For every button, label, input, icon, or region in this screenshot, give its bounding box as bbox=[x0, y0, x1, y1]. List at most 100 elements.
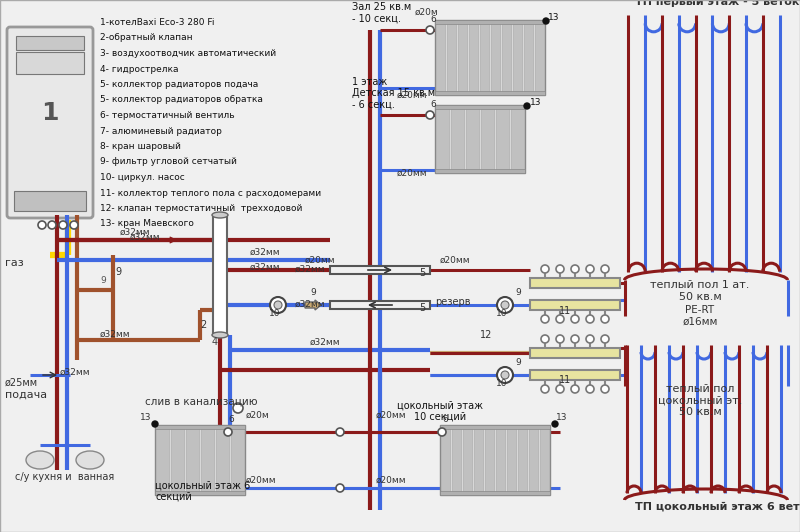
Bar bbox=[447, 23, 456, 92]
Text: 6: 6 bbox=[442, 415, 448, 424]
Text: 10- циркул. насос: 10- циркул. насос bbox=[100, 173, 185, 182]
Text: 8- кран шаровый: 8- кран шаровый bbox=[100, 142, 181, 151]
Text: 6: 6 bbox=[228, 415, 234, 424]
Text: 6- термостатичный вентиль: 6- термостатичный вентиль bbox=[100, 111, 234, 120]
FancyArrow shape bbox=[305, 300, 321, 310]
Circle shape bbox=[556, 385, 564, 393]
Text: 5: 5 bbox=[419, 268, 425, 278]
Bar bbox=[440, 425, 550, 495]
Text: ø32мм: ø32мм bbox=[250, 248, 281, 257]
Circle shape bbox=[543, 18, 549, 24]
Bar bbox=[530, 300, 620, 310]
Circle shape bbox=[586, 385, 594, 393]
Circle shape bbox=[336, 428, 344, 436]
Circle shape bbox=[38, 221, 46, 229]
Text: 1 этаж
Детская 15 кв.м
- 6 секц.: 1 этаж Детская 15 кв.м - 6 секц. bbox=[352, 77, 435, 110]
Bar bbox=[186, 428, 199, 492]
Circle shape bbox=[601, 315, 609, 323]
Text: 10: 10 bbox=[496, 309, 508, 318]
Text: подача: подача bbox=[5, 390, 47, 400]
Bar bbox=[518, 428, 527, 492]
Circle shape bbox=[556, 265, 564, 273]
Text: 9: 9 bbox=[310, 288, 316, 297]
Text: 13: 13 bbox=[548, 13, 559, 22]
Text: ø20мм: ø20мм bbox=[246, 476, 277, 485]
Bar bbox=[485, 428, 494, 492]
Circle shape bbox=[501, 371, 509, 379]
Text: цокольный этаж 6
секций: цокольный этаж 6 секций bbox=[155, 480, 250, 502]
Bar bbox=[155, 425, 245, 495]
Bar bbox=[540, 428, 549, 492]
Bar bbox=[452, 428, 461, 492]
Text: 13: 13 bbox=[556, 413, 567, 422]
Ellipse shape bbox=[26, 451, 54, 469]
Ellipse shape bbox=[76, 451, 104, 469]
Circle shape bbox=[541, 385, 549, 393]
Circle shape bbox=[556, 315, 564, 323]
Circle shape bbox=[601, 335, 609, 343]
Bar bbox=[156, 428, 169, 492]
Text: ø20мм: ø20мм bbox=[397, 91, 428, 100]
Text: 10: 10 bbox=[496, 379, 508, 388]
Bar bbox=[436, 23, 445, 92]
Circle shape bbox=[586, 265, 594, 273]
Circle shape bbox=[274, 301, 282, 309]
Text: ø32мм: ø32мм bbox=[295, 300, 326, 309]
Circle shape bbox=[336, 484, 344, 492]
Text: слив в канализацию: слив в канализацию bbox=[145, 397, 258, 407]
Text: 12- клапан термостатичный  трехходовой: 12- клапан термостатичный трехходовой bbox=[100, 204, 302, 213]
Text: ø20мм: ø20мм bbox=[440, 256, 470, 265]
Circle shape bbox=[601, 265, 609, 273]
Ellipse shape bbox=[212, 332, 228, 338]
Text: ø25мм: ø25мм bbox=[5, 378, 38, 388]
Circle shape bbox=[497, 297, 513, 313]
Text: 4: 4 bbox=[212, 337, 218, 347]
Text: 5- коллектор радиаторов подача: 5- коллектор радиаторов подача bbox=[100, 80, 258, 89]
Bar bbox=[466, 108, 479, 170]
Bar bbox=[435, 20, 545, 95]
Circle shape bbox=[224, 428, 232, 436]
Text: резерв: резерв bbox=[435, 297, 470, 307]
Bar bbox=[469, 23, 478, 92]
Text: 9- фильтр угловой сетчатый: 9- фильтр угловой сетчатый bbox=[100, 157, 237, 167]
Bar bbox=[441, 428, 450, 492]
Circle shape bbox=[501, 301, 509, 309]
Bar bbox=[435, 105, 525, 109]
Bar bbox=[435, 169, 525, 173]
Bar bbox=[435, 91, 545, 95]
Text: ø20мм: ø20мм bbox=[376, 476, 406, 485]
Text: 10: 10 bbox=[270, 309, 281, 318]
Circle shape bbox=[426, 26, 434, 34]
Bar bbox=[513, 23, 522, 92]
Bar bbox=[458, 23, 467, 92]
Bar bbox=[535, 23, 544, 92]
Circle shape bbox=[586, 335, 594, 343]
Text: 9: 9 bbox=[515, 288, 521, 297]
Text: газ: газ bbox=[5, 258, 24, 268]
Text: ø20м: ø20м bbox=[415, 8, 438, 17]
Circle shape bbox=[426, 111, 434, 119]
Bar bbox=[507, 428, 516, 492]
Bar bbox=[216, 428, 229, 492]
Text: 2: 2 bbox=[200, 320, 206, 330]
Text: 11: 11 bbox=[559, 306, 571, 316]
Text: цокольный этаж
10 секций: цокольный этаж 10 секций bbox=[397, 401, 483, 422]
Bar bbox=[524, 23, 533, 92]
Text: ø20мм: ø20мм bbox=[376, 411, 406, 420]
Text: PE-RT
ø16мм: PE-RT ø16мм bbox=[682, 305, 718, 327]
Bar bbox=[14, 191, 86, 211]
Text: 1-котелBaxi Eco-3 280 Fi: 1-котелBaxi Eco-3 280 Fi bbox=[100, 18, 214, 27]
Text: ø32мм: ø32мм bbox=[100, 330, 130, 339]
Bar bbox=[435, 105, 525, 173]
Ellipse shape bbox=[212, 212, 228, 218]
FancyBboxPatch shape bbox=[7, 27, 93, 218]
Text: ø32мм: ø32мм bbox=[310, 338, 341, 347]
Bar bbox=[481, 108, 494, 170]
Circle shape bbox=[556, 335, 564, 343]
Text: 13: 13 bbox=[140, 413, 151, 422]
Bar bbox=[530, 370, 620, 380]
Circle shape bbox=[497, 367, 513, 383]
Bar bbox=[480, 23, 489, 92]
Bar bbox=[451, 108, 464, 170]
Text: 5: 5 bbox=[419, 303, 425, 313]
